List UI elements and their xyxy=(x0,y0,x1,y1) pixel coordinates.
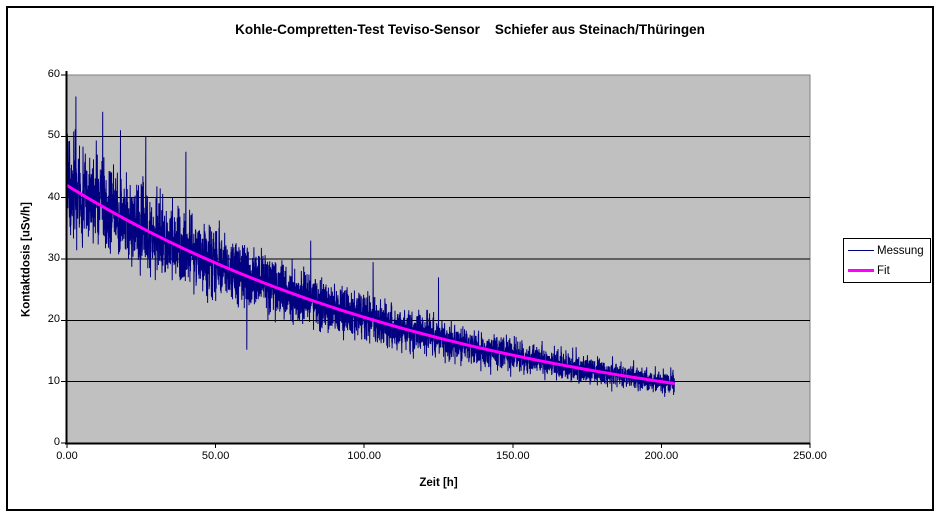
y-tick-label: 10 xyxy=(47,374,60,387)
fit-line-sample-icon xyxy=(848,269,874,272)
chart-outer-border xyxy=(6,6,934,511)
legend-item-fit: Fit xyxy=(844,261,930,281)
legend-label-messung: Messung xyxy=(877,244,924,257)
y-tick-label: 60 xyxy=(47,68,60,80)
y-tick-label: 30 xyxy=(47,252,60,264)
x-tick-label: 150.00 xyxy=(495,450,530,462)
y-tick-label: 20 xyxy=(47,313,60,326)
series-fit xyxy=(65,183,675,385)
y-tick-label: 0 xyxy=(53,436,60,448)
x-tick-label: 200.00 xyxy=(644,450,679,462)
legend-label-fit: Fit xyxy=(877,264,890,277)
x-tick-label: 0.00 xyxy=(56,450,78,462)
legend: Messung Fit xyxy=(843,238,931,283)
chart-title: Kohle-Compretten-Test Teviso-Sensor Schi… xyxy=(235,22,705,37)
x-tick-label: 100.00 xyxy=(347,450,382,462)
x-tick-label: 250.00 xyxy=(793,450,827,462)
y-tick-label: 40 xyxy=(47,190,60,203)
x-axis-title: Zeit [h] xyxy=(419,477,458,489)
x-tick-label: 50.00 xyxy=(201,450,230,462)
messung-line-sample-icon xyxy=(848,250,874,251)
y-tick-label: 50 xyxy=(47,129,60,142)
legend-item-messung: Messung xyxy=(844,241,930,261)
